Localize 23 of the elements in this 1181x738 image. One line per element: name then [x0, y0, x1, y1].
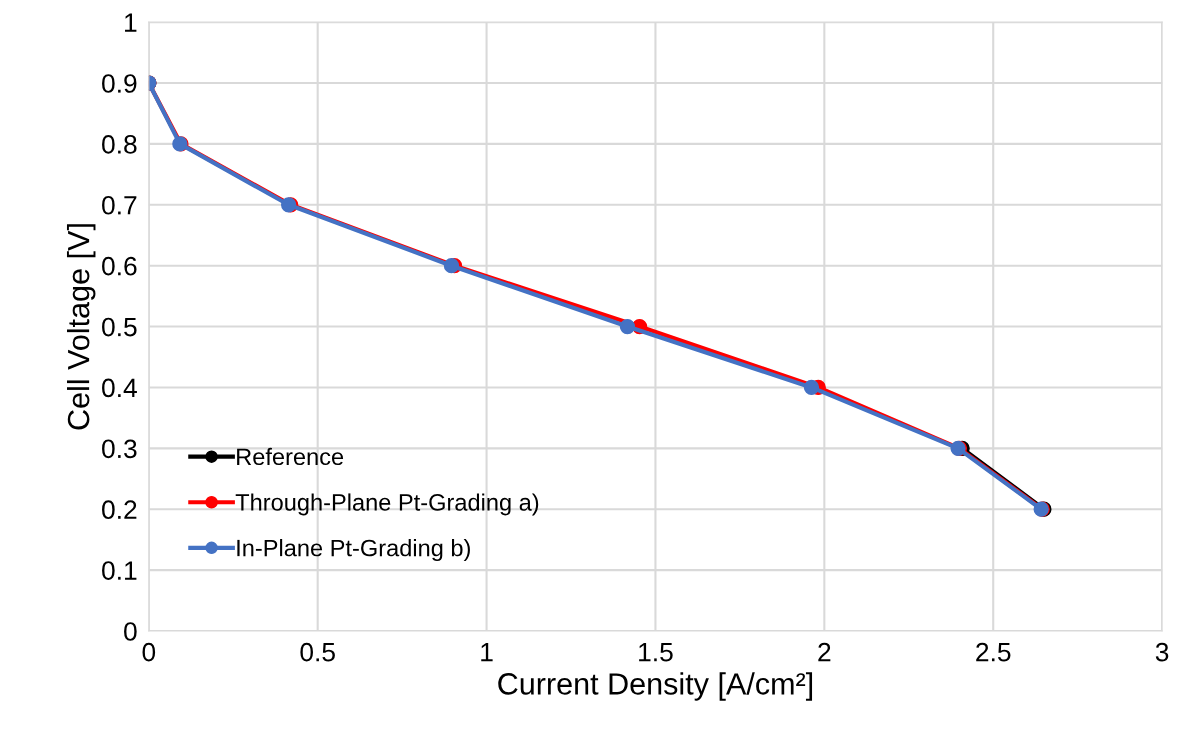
- legend-label: Through-Plane Pt-Grading a): [235, 493, 539, 516]
- legend-label: In-Plane Pt-Grading b): [237, 539, 470, 562]
- y-tick-label: 1: [125, 13, 137, 32]
- x-tick-label: 1: [481, 643, 493, 662]
- y-tick-label: 0.3: [102, 439, 137, 459]
- y-tick-label: 0.7: [102, 195, 137, 215]
- x-tick-label: 1.5: [639, 643, 673, 662]
- x-axis-title: Current Density [A/cm²]: [498, 672, 813, 701]
- legend-label: Reference: [237, 447, 344, 466]
- x-tick-label: 2: [818, 642, 831, 662]
- y-axis-title: Cell Voltage [V]: [66, 224, 96, 430]
- x-tick-label: 0.5: [300, 642, 335, 662]
- x-tick-label: 2.5: [976, 642, 1011, 662]
- x-tick-label: 0: [142, 642, 156, 662]
- y-tick-label: 0.5: [102, 317, 137, 337]
- y-tick-label: 0: [124, 622, 137, 641]
- x-tick-label: 3: [1155, 642, 1169, 662]
- y-tick-label: 0.8: [102, 135, 137, 154]
- y-tick-label: 0.6: [102, 256, 137, 276]
- y-tick-label: 0.4: [102, 378, 137, 398]
- y-tick-label: 0.2: [102, 500, 137, 520]
- y-tick-label: 0.1: [102, 561, 137, 580]
- y-tick-label: 0.9: [102, 74, 137, 93]
